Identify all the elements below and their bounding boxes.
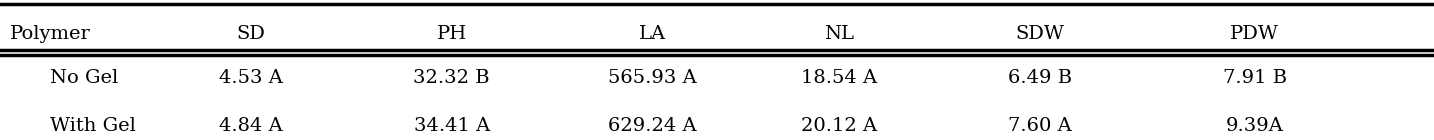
Text: 629.24 A: 629.24 A — [608, 117, 697, 135]
Text: NL: NL — [825, 25, 853, 43]
Text: 6.49 B: 6.49 B — [1008, 69, 1071, 87]
Text: PDW: PDW — [1230, 25, 1279, 43]
Text: 4.53 A: 4.53 A — [219, 69, 282, 87]
Text: 7.91 B: 7.91 B — [1223, 69, 1286, 87]
Text: 565.93 A: 565.93 A — [608, 69, 697, 87]
Text: SD: SD — [237, 25, 265, 43]
Text: 20.12 A: 20.12 A — [800, 117, 878, 135]
Text: LA: LA — [640, 25, 665, 43]
Text: 32.32 B: 32.32 B — [413, 69, 490, 87]
Text: 18.54 A: 18.54 A — [800, 69, 878, 87]
Text: 7.60 A: 7.60 A — [1008, 117, 1071, 135]
Text: With Gel: With Gel — [50, 117, 136, 135]
Text: 9.39A: 9.39A — [1226, 117, 1283, 135]
Text: 34.41 A: 34.41 A — [413, 117, 490, 135]
Text: 4.84 A: 4.84 A — [219, 117, 282, 135]
Text: Polymer: Polymer — [10, 25, 90, 43]
Text: SDW: SDW — [1015, 25, 1064, 43]
Text: No Gel: No Gel — [50, 69, 119, 87]
Text: PH: PH — [436, 25, 467, 43]
